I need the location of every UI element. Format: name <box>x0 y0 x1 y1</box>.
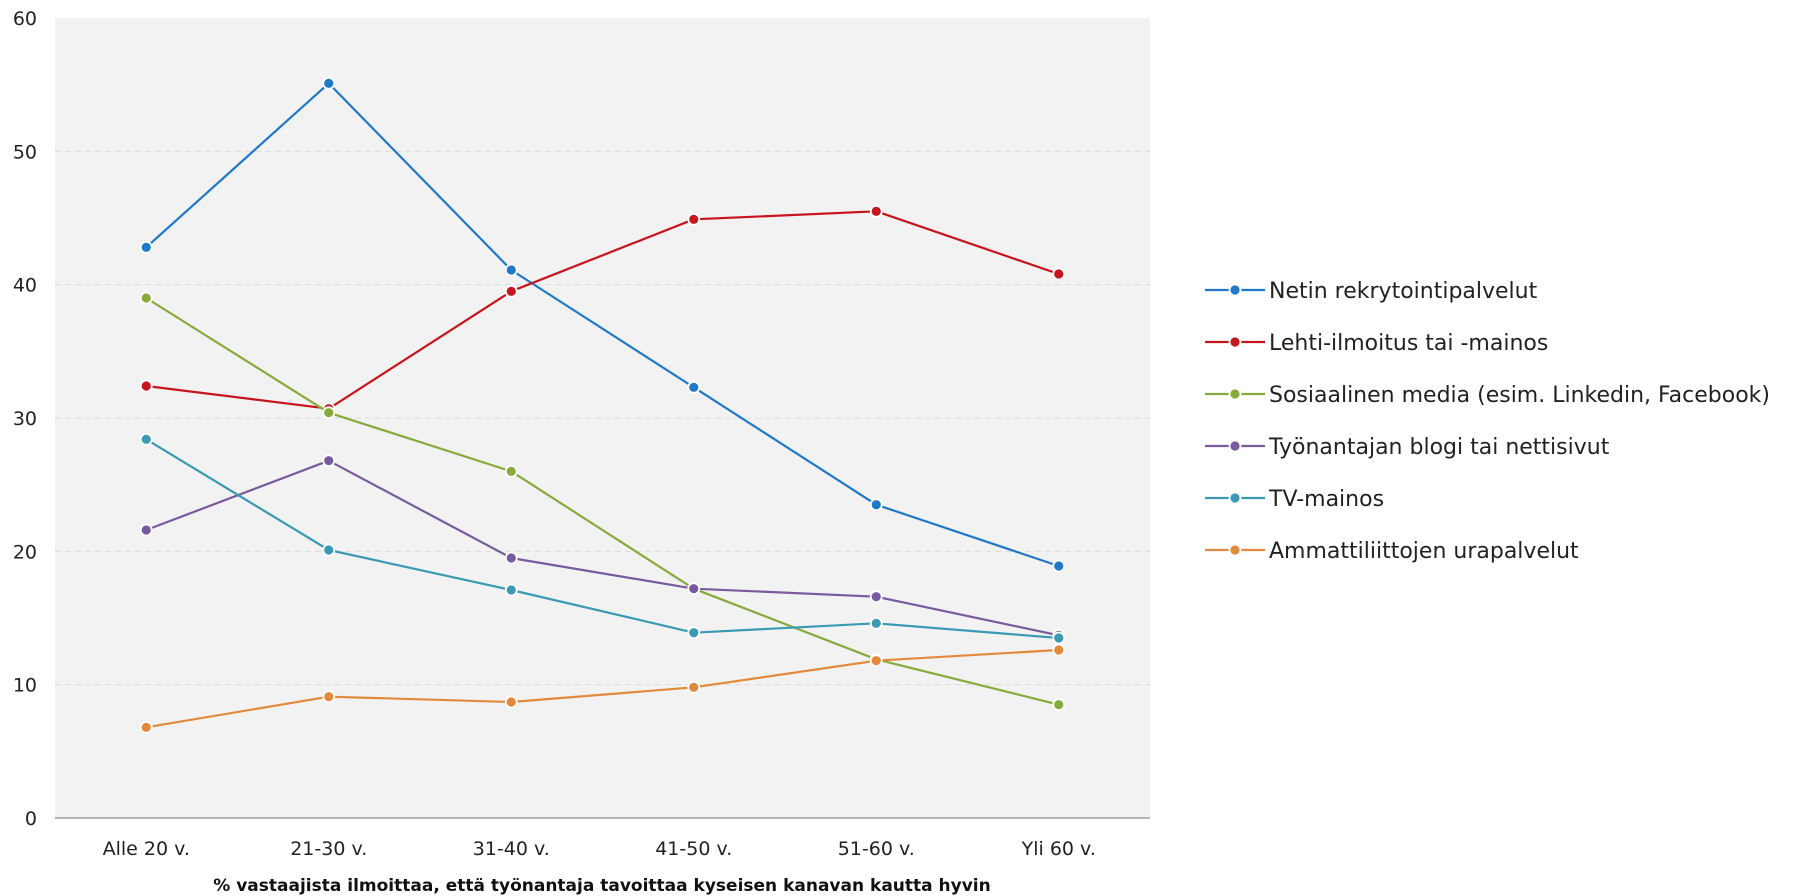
y-tick-label: 50 <box>13 141 37 163</box>
data-point <box>869 204 883 218</box>
legend-item: Työnantajan blogi tai nettisivut <box>1205 435 1610 460</box>
data-point <box>139 523 153 537</box>
data-point <box>687 626 701 640</box>
x-tick-label: 51-60 v. <box>838 838 915 860</box>
y-tick-label: 30 <box>13 408 37 430</box>
y-tick-label: 0 <box>25 808 37 830</box>
data-point <box>139 432 153 446</box>
series-line <box>145 82 1060 568</box>
x-axis-title: % vastaajista ilmoittaa, että työnantaja… <box>213 876 990 896</box>
data-point <box>322 76 336 90</box>
data-point <box>504 695 518 709</box>
data-point <box>322 543 336 557</box>
legend-swatch-marker <box>1228 491 1242 505</box>
legend-swatch-marker <box>1228 283 1242 297</box>
legend: Netin rekrytointipalvelut Lehti-ilmoitus … <box>1205 279 1770 564</box>
data-point <box>687 212 701 226</box>
data-point <box>504 263 518 277</box>
series-lines <box>139 76 1066 734</box>
data-point <box>1052 643 1066 657</box>
legend-label: Sosiaalinen media (esim. Linkedin, Faceb… <box>1269 383 1770 408</box>
data-point <box>139 379 153 393</box>
series-4 <box>139 454 1066 642</box>
y-tick-label: 20 <box>13 541 37 563</box>
legend-label: TV-mainos <box>1268 487 1384 512</box>
legend-item: Netin rekrytointipalvelut <box>1205 279 1538 304</box>
data-point <box>322 690 336 704</box>
data-point <box>1052 559 1066 573</box>
data-point <box>869 654 883 668</box>
legend-item: TV-mainos <box>1205 487 1384 512</box>
legend-swatch-marker <box>1228 387 1242 401</box>
series-1 <box>139 76 1066 573</box>
data-point <box>504 551 518 565</box>
x-tick-label: 21-30 v. <box>290 838 367 860</box>
data-point <box>869 590 883 604</box>
x-tick-label: 31-40 v. <box>473 838 550 860</box>
legend-item: Sosiaalinen media (esim. Linkedin, Faceb… <box>1205 383 1770 408</box>
data-point <box>869 616 883 630</box>
legend-swatch-marker <box>1228 439 1242 453</box>
data-point <box>1052 631 1066 645</box>
data-point <box>687 380 701 394</box>
data-point <box>504 464 518 478</box>
series-line <box>145 459 1059 637</box>
data-point <box>139 291 153 305</box>
legend-swatch-marker <box>1228 335 1242 349</box>
series-line <box>146 648 1059 729</box>
x-axis-ticks: Alle 20 v. 21-30 v. 31-40 v. 41-50 v. 51-60 … <box>103 838 1096 860</box>
data-point <box>322 406 336 420</box>
series-6 <box>139 643 1066 734</box>
data-point <box>1052 698 1066 712</box>
data-point <box>504 284 518 298</box>
legend-label: Ammattiliittojen urapalvelut <box>1269 539 1579 564</box>
legend-item: Lehti-ilmoitus tai -mainos <box>1205 331 1548 356</box>
y-tick-label: 10 <box>13 675 37 697</box>
grid-lines <box>55 150 1150 686</box>
y-tick-label: 60 <box>13 8 37 30</box>
y-tick-label: 40 <box>13 275 37 297</box>
legend-label: Lehti-ilmoitus tai -mainos <box>1269 331 1548 356</box>
series-line <box>145 297 1060 706</box>
legend-swatch-marker <box>1228 543 1242 557</box>
x-tick-label: Alle 20 v. <box>103 838 190 860</box>
legend-label: Netin rekrytointipalvelut <box>1269 279 1538 304</box>
series-5 <box>139 432 1066 645</box>
data-point <box>1052 267 1066 281</box>
data-point <box>687 680 701 694</box>
data-point <box>504 583 518 597</box>
data-point <box>139 240 153 254</box>
data-point <box>139 720 153 734</box>
legend-label: Työnantajan blogi tai nettisivut <box>1268 435 1610 460</box>
data-point <box>869 498 883 512</box>
series-line <box>145 438 1059 640</box>
legend-item: Ammattiliittojen urapalvelut <box>1205 539 1579 564</box>
x-tick-label: 41-50 v. <box>655 838 732 860</box>
data-point <box>322 454 336 468</box>
x-tick-label: Yli 60 v. <box>1021 838 1096 860</box>
data-point <box>687 582 701 596</box>
y-axis-ticks: 0 10 20 30 40 50 60 <box>13 8 37 830</box>
series-line <box>146 210 1060 410</box>
